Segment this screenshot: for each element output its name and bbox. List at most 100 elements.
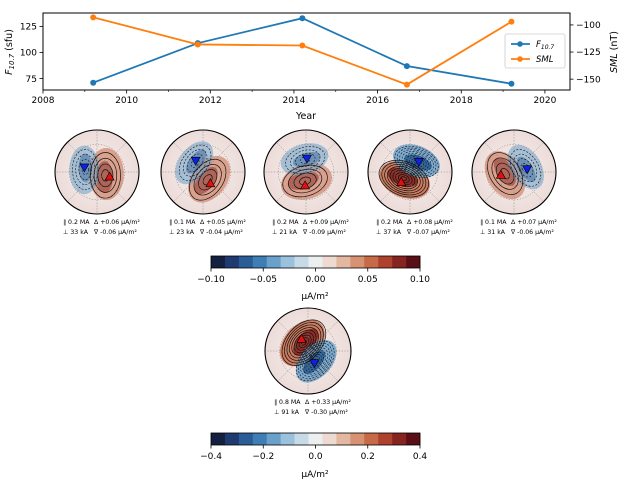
map-annotation: ∇ -0.04 μA/m² [199, 229, 243, 236]
map-annotation: ⊥ 31 kA [480, 229, 506, 236]
colorbar-swatch [211, 433, 226, 445]
plot-frame [42, 12, 571, 91]
legend-box [504, 33, 566, 69]
contour-dashed [401, 151, 432, 173]
max-marker-triangle [396, 177, 407, 186]
colorbar-tick-label: 0.00 [305, 275, 325, 285]
left-tick-label: 75 [26, 75, 37, 85]
contour-solid [384, 164, 424, 194]
colorbar-swatch [392, 256, 407, 268]
colorbar-tick-label: 0.05 [358, 275, 378, 285]
series-line-sml [92, 16, 512, 86]
colorbar-tick-label: −0.4 [200, 452, 222, 462]
contour-dashed [300, 345, 331, 377]
map-annotation: ⊥ 91 kA [274, 409, 300, 416]
map-annotation: ∥ 0.8 MA [274, 399, 301, 406]
legend-marker-sml [517, 56, 523, 62]
latitude-circle [175, 144, 231, 200]
contour-dashed [78, 159, 92, 180]
data-point-f107 [90, 79, 97, 86]
left-axis-ticks: 75 100 125 [20, 23, 43, 85]
colorbar-tick-label: −0.05 [249, 275, 277, 285]
colorbar-small-range-swatches [211, 256, 421, 268]
x-tick-label: 2012 [199, 96, 222, 106]
right-axis-label: SML (nT) [609, 31, 620, 73]
map-annotation: ∇ -0.09 μA/m² [302, 229, 346, 236]
min-marker-triangle [79, 163, 90, 173]
legend-marker-f107 [517, 41, 523, 47]
contour-solid [284, 322, 324, 364]
max-marker-triangle [205, 178, 216, 188]
data-point-sml [194, 41, 201, 48]
map-annotation: ⊥ 23 kA [169, 229, 195, 236]
latitude-circle [278, 144, 334, 200]
map-annotation: ⊥ 37 kA [376, 229, 402, 236]
colorbar-swatch [336, 256, 351, 268]
colorbar-swatch [378, 256, 393, 268]
colorbar-swatch [238, 433, 254, 445]
current-core-up [96, 161, 113, 193]
series-layer [90, 14, 515, 88]
data-point-f107 [508, 80, 515, 87]
contour-dashed [304, 349, 327, 373]
x-axis-ticks: 2008 2010 2012 2014 2016 2018 2020 [32, 90, 557, 106]
polar-map: ∥ 0.1 MA ⊥ 31 kA Δ +0.07 μA/m² ∇ -0.06 μA/m… [471, 129, 557, 236]
map-annotation: ∥ 0.2 MA [376, 219, 403, 226]
colorbar-small-range-ticks: −0.10 −0.05 0.00 0.05 0.10 [197, 268, 430, 285]
contour-solid [93, 157, 118, 193]
colorbar-swatch [280, 256, 295, 268]
contour-solid [288, 327, 319, 359]
legend-item-sml: SML [511, 55, 554, 65]
colorbar-swatch [364, 433, 379, 445]
polar-map: ∥ 0.8 MA ⊥ 91 kA Δ +0.33 μA/m² ∇ -0.30 μA/m… [264, 307, 352, 416]
polar-map: ∥ 0.2 MA ⊥ 37 kA Δ +0.08 μA/m² ∇ -0.07 μA/m… [367, 129, 453, 236]
contour-solid [381, 161, 427, 196]
contour-solid [281, 319, 327, 366]
contour-dashed [509, 149, 541, 187]
latitude-circle [382, 144, 438, 200]
map-annotation: Δ +0.33 μA/m² [305, 399, 351, 406]
colorbar-swatch [406, 256, 421, 268]
max-marker-triangle [296, 333, 307, 343]
colorbar-swatch [238, 256, 254, 268]
map-annotation: Δ +0.06 μA/m² [94, 219, 140, 226]
current-core-up [194, 166, 218, 195]
colorbar-large-range-swatches [211, 433, 421, 445]
colorbar-tick-label: −0.10 [197, 275, 225, 285]
min-marker-triangle [190, 156, 201, 166]
map-annotation: ∥ 0.2 MA [63, 219, 90, 226]
colorbar-swatch [266, 256, 281, 268]
x-tick-label: 2016 [366, 96, 389, 106]
series-line-f107 [92, 17, 512, 85]
colorbar-swatch [224, 256, 240, 268]
latitude-circle [188, 157, 218, 187]
contour-dashed [290, 149, 321, 171]
contour-dashed [310, 356, 320, 366]
current-core-up [493, 157, 516, 186]
colorbar-small-range-label: μA/m² [301, 292, 329, 302]
contour-dashed [72, 149, 99, 190]
colorbar-swatch [378, 433, 393, 445]
map-annotation: Δ +0.09 μA/m² [303, 219, 349, 226]
max-marker-triangle [104, 171, 115, 181]
contour-dashed [298, 343, 333, 379]
data-point-sml [508, 18, 515, 25]
x-tick-label: 2010 [115, 96, 138, 106]
map-annotation: ∇ -0.30 μA/m² [304, 409, 348, 416]
timeseries-chart: 2008 2010 2012 2014 2016 2018 2020 75 100 125 −1… [4, 12, 620, 122]
latitude-circle [69, 144, 125, 200]
colorbar-tick-label: 0.4 [413, 452, 428, 462]
max-marker-triangle [495, 169, 506, 179]
x-tick-label: 2018 [450, 96, 473, 106]
contour-solid [491, 157, 519, 190]
map-annotation: ∇ -0.06 μA/m² [93, 229, 137, 236]
data-point-sml [90, 14, 97, 21]
contour-solid [189, 158, 227, 201]
polar-map: ∥ 0.1 MA ⊥ 23 kA Δ +0.05 μA/m² ∇ -0.04 μA/m… [160, 129, 246, 236]
colorbar-tick-label: −0.2 [252, 452, 274, 462]
contour-solid [293, 332, 314, 354]
map-annotation: ∇ -0.06 μA/m² [510, 229, 554, 236]
contour-dashed [186, 153, 204, 173]
map-annotation: ⊥ 33 kA [63, 229, 89, 236]
contour-solid [89, 152, 121, 199]
